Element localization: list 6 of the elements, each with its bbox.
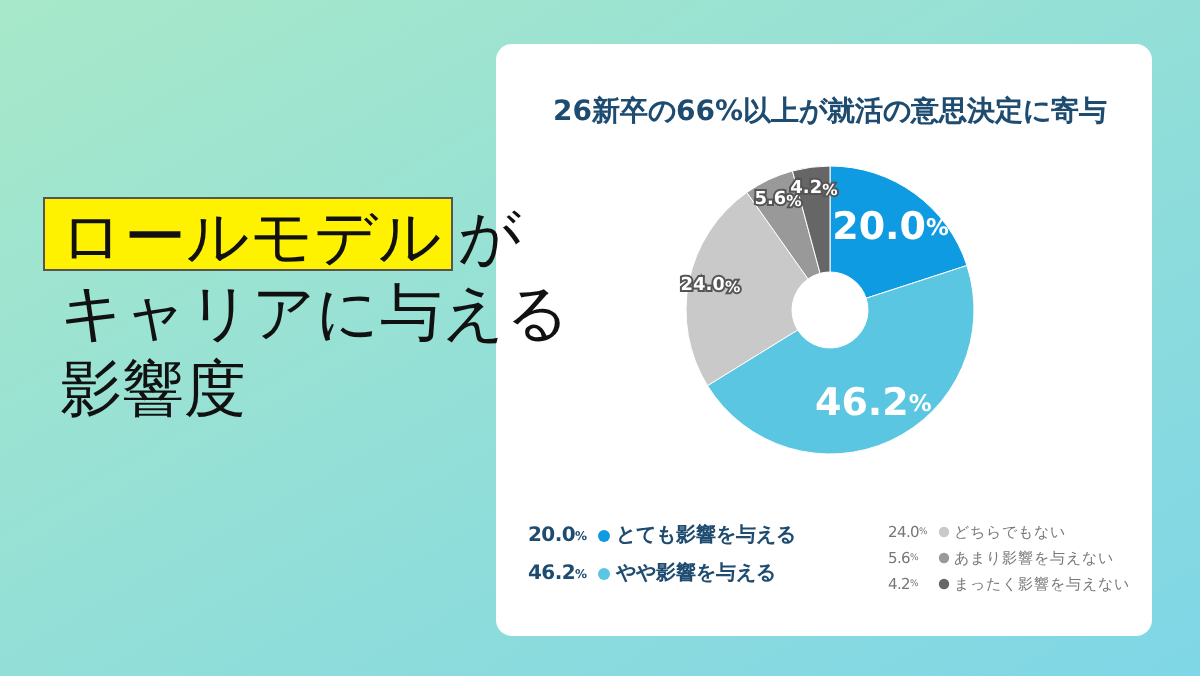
chart-subtitle: 26新卒の66%以上が就活の意思決定に寄与 <box>553 94 1107 128</box>
data-label: 46.2% <box>814 381 933 426</box>
legend-label: やや影響を与える <box>614 561 776 585</box>
legend-label: とても影響を与える <box>616 523 796 547</box>
data-label: 20.0% <box>832 204 951 249</box>
text: ロールモデルがキャリアに与える影響度 <box>60 202 570 426</box>
